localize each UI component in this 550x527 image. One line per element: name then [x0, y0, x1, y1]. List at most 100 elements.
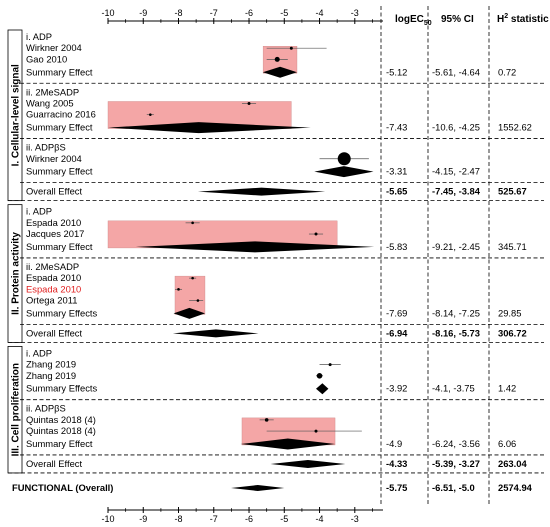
- axis-tick-label: -10: [101, 8, 114, 18]
- overall-diamond: [197, 187, 326, 196]
- study-label: Espada 2010: [26, 217, 81, 228]
- study-point: [149, 113, 152, 116]
- group-title: i. ADP: [26, 31, 52, 42]
- study-point: [314, 232, 318, 236]
- summary-label: Summary Effects: [26, 383, 98, 394]
- summary-ci: -8.14, -7.25: [432, 307, 480, 318]
- summary-diamond: [316, 383, 329, 395]
- summary-h2: 345.71: [498, 241, 527, 252]
- functional-diamond: [231, 485, 285, 491]
- overall-ci: -5.39, -3.27: [432, 458, 480, 469]
- overall-ci: -7.45, -3.84: [432, 186, 481, 197]
- study-label: Guarracino 2016: [26, 109, 96, 120]
- logec-header: logEC50: [395, 14, 432, 27]
- group-title: ii. ADPβS: [26, 142, 66, 153]
- h2-header: H2 statistic: [497, 13, 549, 25]
- axis-tick-label: -7: [210, 8, 218, 18]
- group-title: i. ADP: [26, 206, 52, 217]
- summary-diamond: [240, 438, 336, 450]
- study-label: Espada 2010: [26, 283, 81, 294]
- overall-h2: 525.67: [498, 186, 527, 197]
- study-point: [337, 152, 351, 166]
- axis-tick-label: -6: [245, 514, 253, 524]
- x-axis-bottom: -10 -9 -8 -7 -6 -5 -4 -3: [101, 507, 383, 524]
- overall-logec: -5.65: [386, 186, 407, 197]
- study-point: [264, 418, 269, 422]
- h2-header-rest: statistic: [508, 14, 549, 25]
- overall-h2: 263.04: [498, 458, 527, 469]
- summary-diamond: [173, 307, 205, 319]
- summary-logec: -5.83: [386, 241, 407, 252]
- study-label: Wirkner 2004: [26, 42, 82, 53]
- summary-diamond: [108, 122, 311, 134]
- study-point: [191, 221, 194, 225]
- axis-tick-label: -5: [280, 514, 288, 524]
- axis-tick-label: -3: [351, 8, 359, 18]
- functional-label: FUNCTIONAL (Overall): [12, 482, 113, 493]
- group-title: i. ADP: [26, 347, 52, 358]
- axis-tick-label: -4: [316, 514, 324, 524]
- overall-h2: 306.72: [498, 327, 527, 338]
- overall-ci: -8.16, -5.73: [432, 327, 480, 338]
- axis-tick-label: -9: [139, 514, 147, 524]
- summary-label: Summary Effect: [26, 166, 93, 177]
- study-label: Gao 2010: [26, 53, 67, 64]
- study-label: Zhang 2019: [26, 359, 76, 370]
- summary-ci: -4.15, -2.47: [432, 166, 480, 177]
- overall-diamond: [270, 460, 346, 468]
- functional-h2: 2574.94: [498, 482, 533, 493]
- summary-h2: 0.72: [498, 66, 516, 77]
- category-label: I. Cellular-level signal: [11, 64, 22, 166]
- group-title: ii. ADPβS: [26, 403, 66, 414]
- h2-header-base: H: [497, 14, 504, 25]
- axis-tick-label: -10: [101, 514, 114, 524]
- summary-ci: -6.24, -3.56: [432, 438, 480, 449]
- summary-h2: 6.06: [498, 438, 516, 449]
- summary-logec: -7.69: [386, 307, 407, 318]
- study-label: Quintas 2018 (4): [26, 425, 96, 436]
- summary-ci: -4.1, -3.75: [432, 383, 475, 394]
- axis-tick-label: -8: [175, 8, 183, 18]
- summary-ci: -5.61, -4.64: [432, 66, 480, 77]
- summary-label: Summary Effects: [26, 307, 98, 318]
- summary-ci: -10.6, -4.25: [432, 122, 480, 133]
- overall-label: Overall Effect: [26, 327, 82, 338]
- study-point: [274, 56, 280, 62]
- axis-tick-label: -8: [175, 514, 183, 524]
- ci-region-box: [174, 275, 206, 315]
- study-point: [328, 363, 332, 367]
- column-headers: logEC50 95% CI H2 statistic: [395, 13, 549, 27]
- study-label: Ortega 2011: [26, 295, 77, 306]
- summary-h2: 1.42: [498, 383, 516, 394]
- summary-diamond: [262, 66, 297, 78]
- study-point: [191, 276, 194, 280]
- study-point: [289, 46, 293, 50]
- summary-h2: 29.85: [498, 307, 521, 318]
- axis-tick-label: -6: [245, 8, 253, 18]
- summary-label: Summary Effect: [26, 122, 93, 133]
- study-label: Wirkner 2004: [26, 153, 82, 164]
- category-label: III. Cell proliferation: [11, 363, 22, 456]
- study-label: Zhang 2019: [26, 370, 76, 381]
- study-label: Jacques 2017: [26, 228, 84, 239]
- axis-tick-label: -3: [351, 514, 359, 524]
- category-label: II. Protein activity: [11, 232, 22, 315]
- study-point: [314, 429, 318, 433]
- group-title: ii. 2MeSADP: [26, 261, 79, 272]
- overall-label: Overall Effect: [26, 458, 82, 469]
- summary-logec: -3.31: [386, 166, 407, 177]
- logec-header-sub: 50: [424, 20, 432, 27]
- group-title: ii. 2MeSADP: [26, 86, 79, 97]
- summary-logec: -4.9: [386, 438, 402, 449]
- ci-header: 95% CI: [441, 14, 474, 25]
- overall-label: Overall Effect: [26, 186, 82, 197]
- functional-logec: -5.75: [386, 482, 407, 493]
- summary-logec: -5.12: [386, 66, 407, 77]
- axis-tick-label: -4: [316, 8, 324, 18]
- logec-header-base: logEC: [395, 14, 424, 25]
- summary-diamond: [314, 166, 374, 178]
- summary-label: Summary Effect: [26, 438, 93, 449]
- study-point: [247, 101, 251, 105]
- overall-logec: -4.33: [386, 458, 407, 469]
